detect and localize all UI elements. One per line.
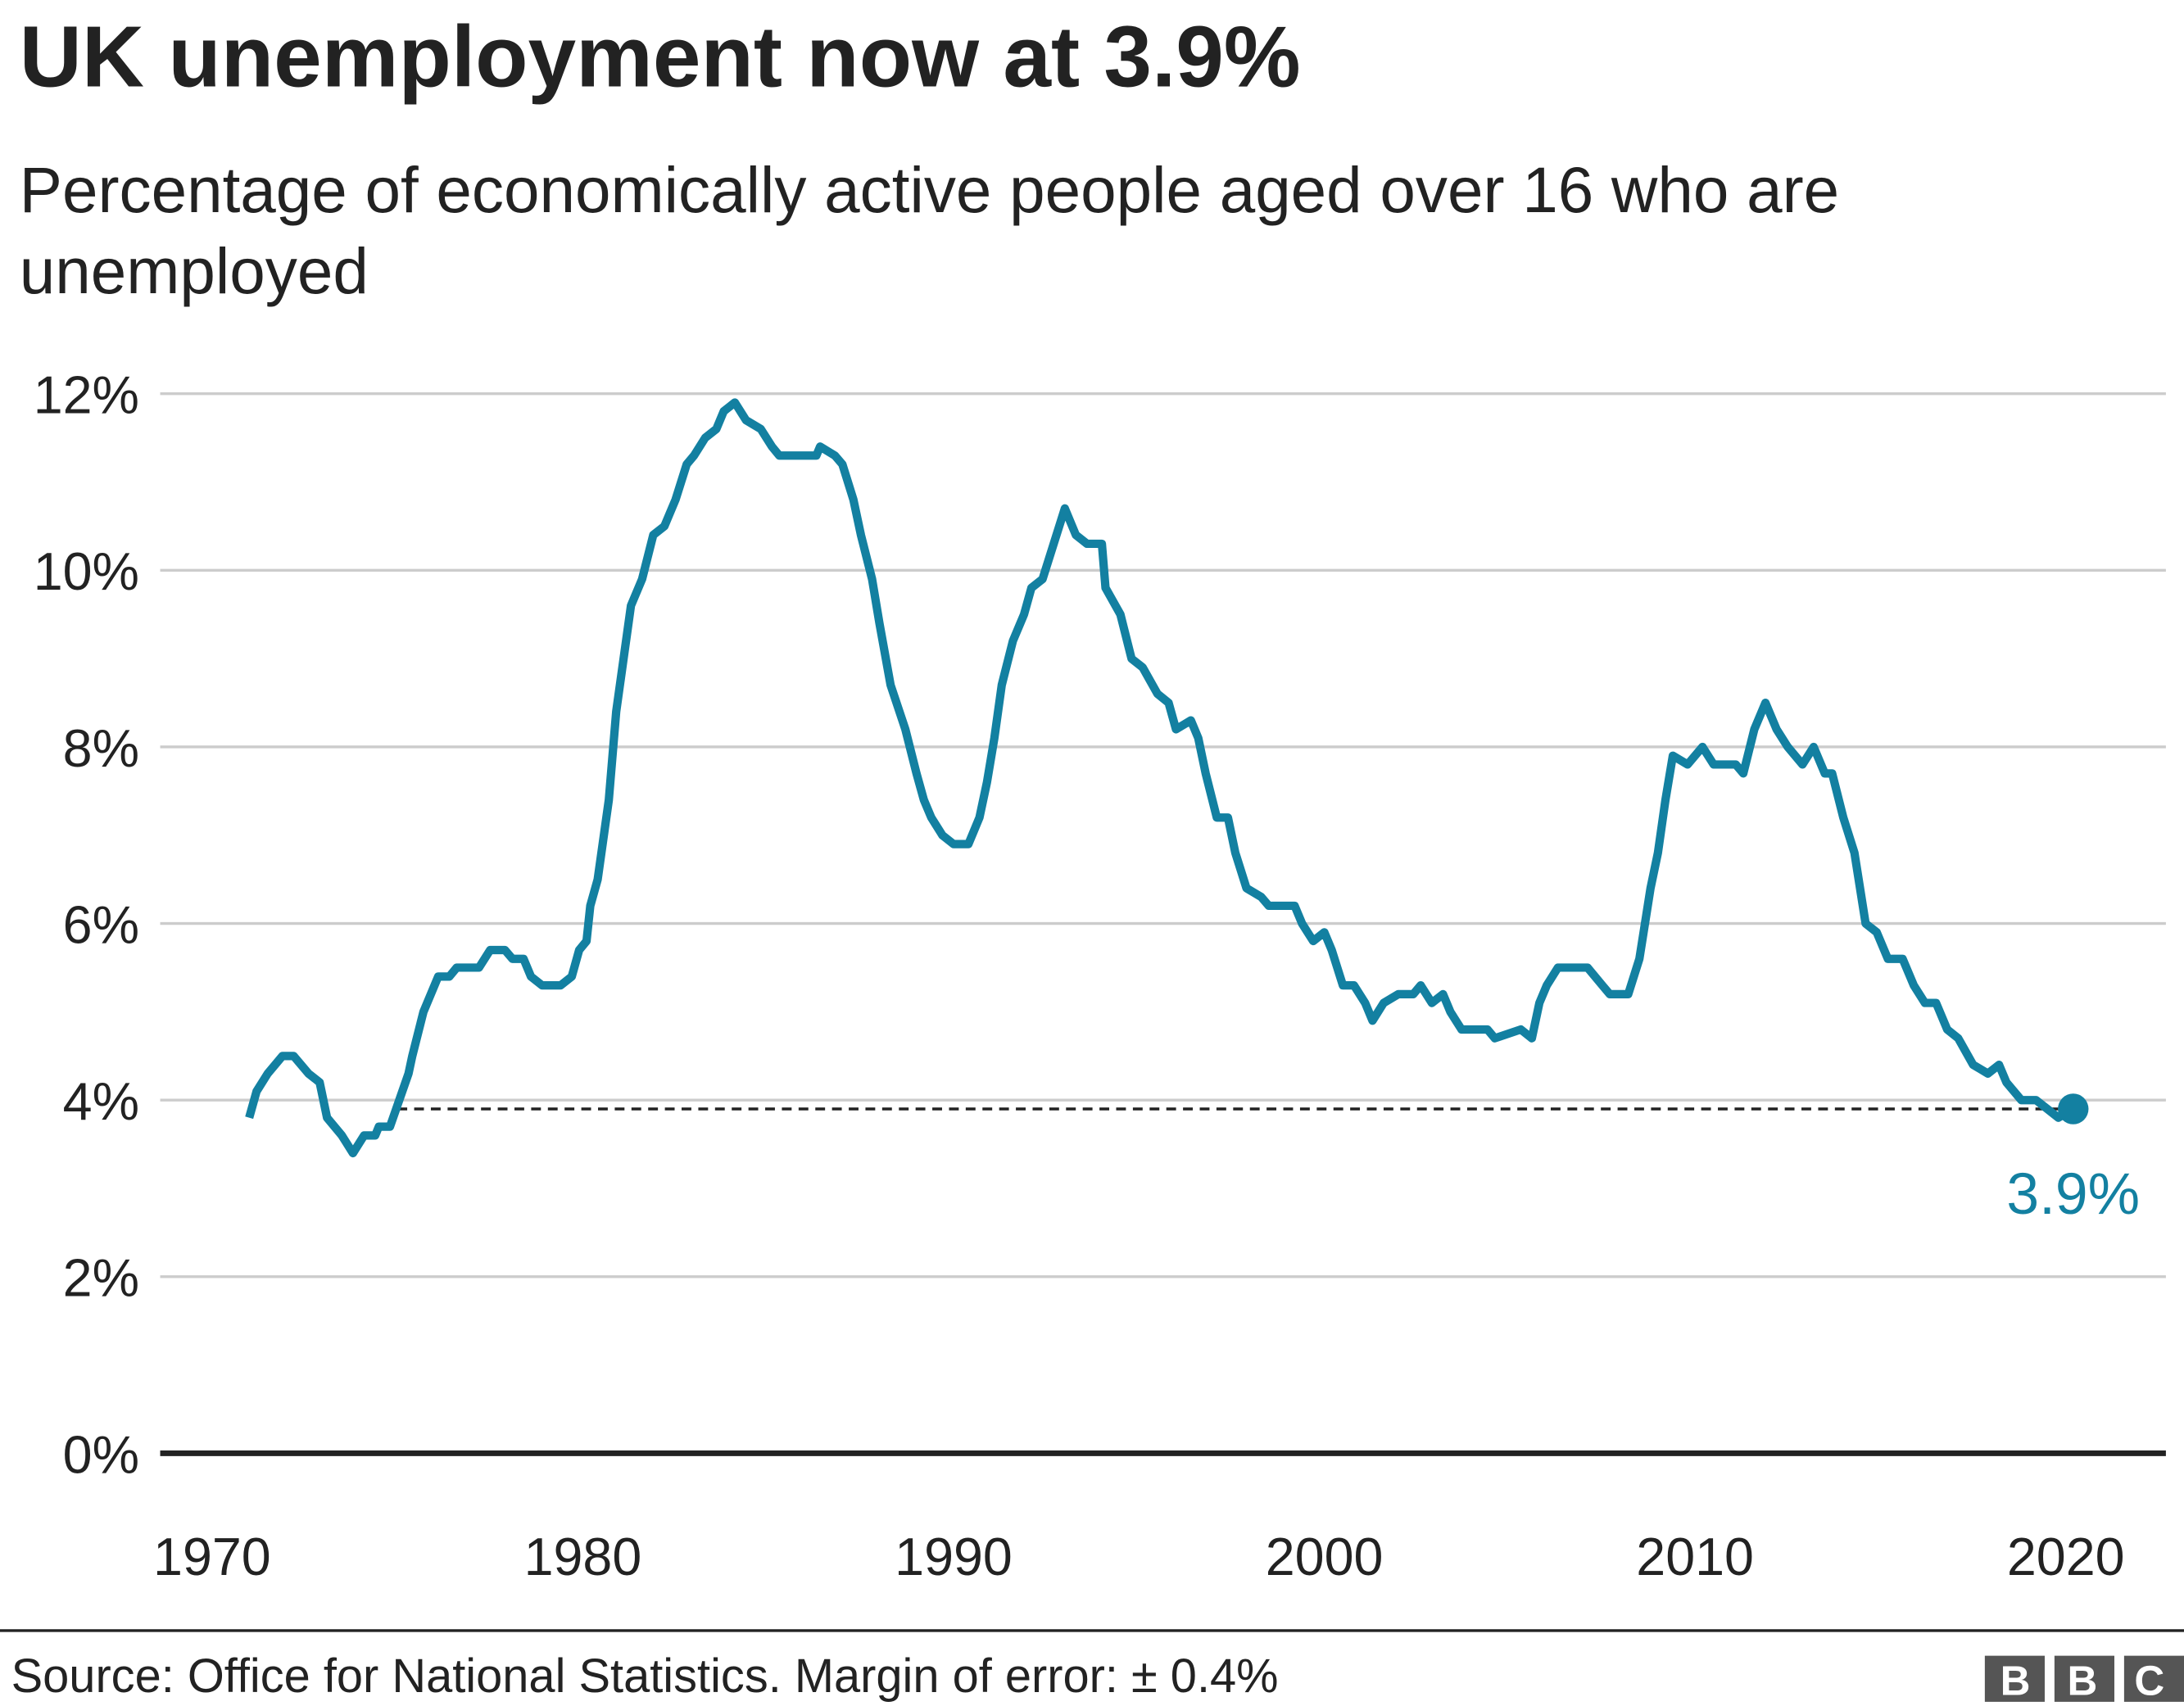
y-tick-label: 6% xyxy=(63,894,139,954)
y-tick-label: 12% xyxy=(34,364,139,424)
logo-box xyxy=(2054,1655,2114,1702)
y-tick-label: 8% xyxy=(63,718,139,778)
y-tick-label: 2% xyxy=(63,1248,139,1308)
y-tick-label: 10% xyxy=(34,541,139,601)
logo: BBC xyxy=(2000,1657,2184,1704)
y-tick-label: 0% xyxy=(63,1424,139,1484)
logo-box xyxy=(1984,1655,2045,1702)
x-tick-label: 1980 xyxy=(524,1527,642,1586)
series-line xyxy=(245,398,2076,1158)
logo-box xyxy=(2123,1655,2184,1702)
end-point xyxy=(2058,1093,2089,1125)
x-tick-label: 1990 xyxy=(895,1527,1013,1586)
chart-subtitle: Percentage of economically active people… xyxy=(20,154,1857,307)
chart-title: UK unemployment now at 3.9% xyxy=(20,9,1301,106)
end-label: 3.9% xyxy=(2006,1161,2140,1227)
x-tick-label: 2020 xyxy=(2007,1527,2125,1586)
x-tick-label: 2010 xyxy=(1636,1527,1754,1586)
y-tick-label: 4% xyxy=(63,1071,139,1131)
x-tick-label: 2000 xyxy=(1266,1527,1384,1586)
x-tick-label: 1970 xyxy=(153,1527,271,1586)
source: Source: Office for National Statistics. … xyxy=(11,1650,1279,1703)
